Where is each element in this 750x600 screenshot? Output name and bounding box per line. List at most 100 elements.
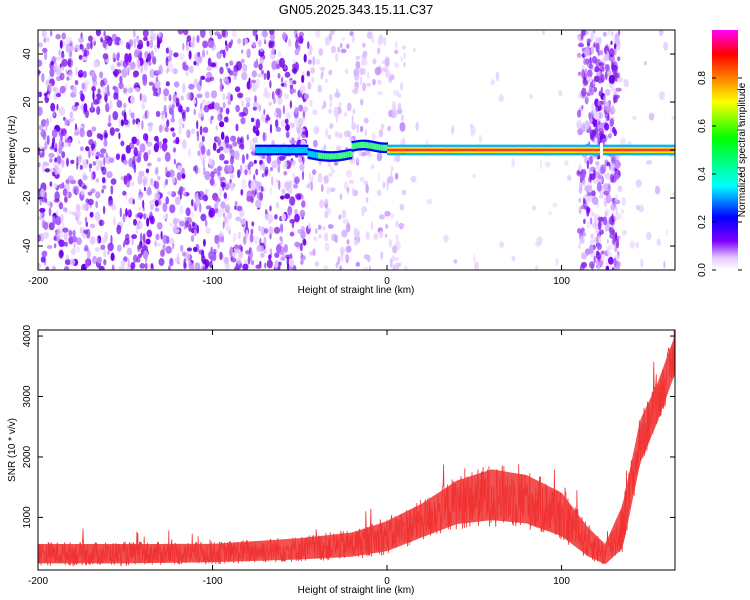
carrier-core [278, 148, 282, 152]
carrier-core [504, 148, 508, 152]
carrier-core [385, 146, 388, 149]
noise-speckle [143, 151, 149, 162]
noise-speckle [278, 261, 281, 270]
noise-speckle [230, 94, 233, 102]
noise-speckle [181, 123, 185, 129]
noise-speckle [99, 153, 105, 158]
noise-speckle [166, 68, 169, 74]
noise-speckle [590, 134, 595, 141]
noise-speckle [279, 155, 285, 161]
noise-speckle [273, 226, 281, 234]
carrier-core [299, 148, 303, 152]
carrier-core [506, 148, 510, 152]
noise-speckle [388, 110, 393, 118]
noise-speckle [84, 244, 89, 251]
noise-speckle [616, 235, 620, 242]
noise-speckle [102, 177, 106, 184]
noise-speckle [51, 128, 58, 138]
carrier-core [418, 148, 422, 152]
noise-speckle [583, 218, 586, 224]
noise-speckle [216, 136, 221, 142]
noise-speckle [92, 79, 98, 87]
noise-speckle [576, 119, 582, 129]
noise-speckle [131, 234, 138, 240]
noise-speckle [256, 73, 264, 78]
carrier-core [286, 148, 290, 152]
noise-speckle [201, 135, 205, 142]
noise-speckle [133, 70, 139, 78]
noise-speckle [58, 202, 64, 210]
noise-speckle [294, 176, 300, 184]
carrier-core [596, 148, 600, 152]
noise-speckle [138, 253, 142, 258]
noise-speckle [186, 35, 192, 43]
carrier-core [473, 148, 476, 152]
x-tick-label: -100 [203, 276, 223, 287]
noise-speckle [178, 125, 182, 135]
noise-speckle [277, 96, 283, 105]
noise-speckle [346, 239, 350, 245]
noise-speckle [169, 204, 176, 214]
noise-speckle [577, 43, 585, 48]
noise-speckle [403, 52, 406, 60]
noise-speckle [45, 122, 48, 132]
noise-speckle [144, 110, 148, 119]
carrier-core [320, 154, 324, 158]
noise-speckle [244, 169, 248, 176]
noise-speckle [246, 48, 251, 59]
noise-speckle [592, 79, 596, 86]
noise-speckle [672, 191, 675, 196]
noise-speckle [654, 185, 661, 195]
noise-speckle [108, 114, 111, 124]
noise-speckle [615, 32, 620, 38]
noise-speckle [269, 248, 272, 254]
carrier-core [510, 148, 514, 152]
noise-speckle [38, 234, 42, 242]
carrier-core [397, 148, 401, 152]
noise-speckle [384, 56, 390, 66]
noise-speckle [61, 32, 66, 40]
noise-speckle [311, 169, 317, 175]
noise-speckle [48, 152, 55, 158]
noise-speckle [172, 177, 176, 183]
noise-speckle [346, 43, 350, 49]
noise-speckle [227, 164, 233, 173]
noise-speckle [301, 74, 305, 84]
noise-speckle [309, 99, 313, 107]
noise-speckle [71, 247, 76, 256]
carrier-core [615, 148, 619, 152]
noise-speckle [258, 225, 262, 232]
noise-speckle [274, 260, 279, 269]
carrier-core [318, 154, 321, 157]
noise-speckle [226, 196, 229, 201]
noise-speckle [579, 235, 585, 244]
noise-speckle [369, 265, 371, 270]
snr-series-band [38, 334, 675, 565]
noise-speckle [239, 164, 243, 174]
noise-speckle [64, 259, 71, 266]
carrier-core [646, 148, 650, 152]
noise-speckle [62, 188, 68, 197]
noise-speckle [289, 196, 296, 206]
y-tick-label: 3000 [22, 385, 33, 408]
noise-speckle [111, 264, 115, 270]
noise-speckle [291, 67, 298, 74]
noise-speckle [149, 215, 155, 225]
noise-speckle [133, 38, 137, 49]
noise-speckle [308, 222, 311, 230]
carrier-core [351, 145, 355, 148]
noise-speckle [209, 76, 215, 82]
noise-speckle [258, 63, 263, 71]
noise-speckle [57, 229, 64, 239]
noise-speckle [116, 61, 121, 67]
noise-speckle [499, 241, 505, 249]
noise-speckle [361, 206, 368, 213]
noise-speckle [186, 216, 192, 225]
colorbar-tick-label: 0.6 [697, 119, 708, 133]
noise-speckle [259, 245, 264, 253]
noise-speckle [401, 189, 407, 195]
noise-speckle [381, 60, 385, 65]
noise-speckle [604, 208, 610, 217]
noise-speckle [284, 118, 289, 125]
noise-speckle [164, 152, 171, 162]
